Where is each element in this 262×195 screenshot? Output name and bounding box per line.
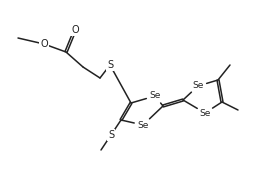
Text: Se: Se — [149, 91, 161, 100]
Text: O: O — [40, 39, 48, 49]
Text: S: S — [108, 130, 114, 140]
Text: S: S — [107, 60, 113, 70]
Text: Se: Se — [199, 108, 211, 118]
Text: Se: Se — [137, 121, 149, 129]
Text: O: O — [71, 25, 79, 35]
Text: Se: Se — [192, 82, 204, 90]
